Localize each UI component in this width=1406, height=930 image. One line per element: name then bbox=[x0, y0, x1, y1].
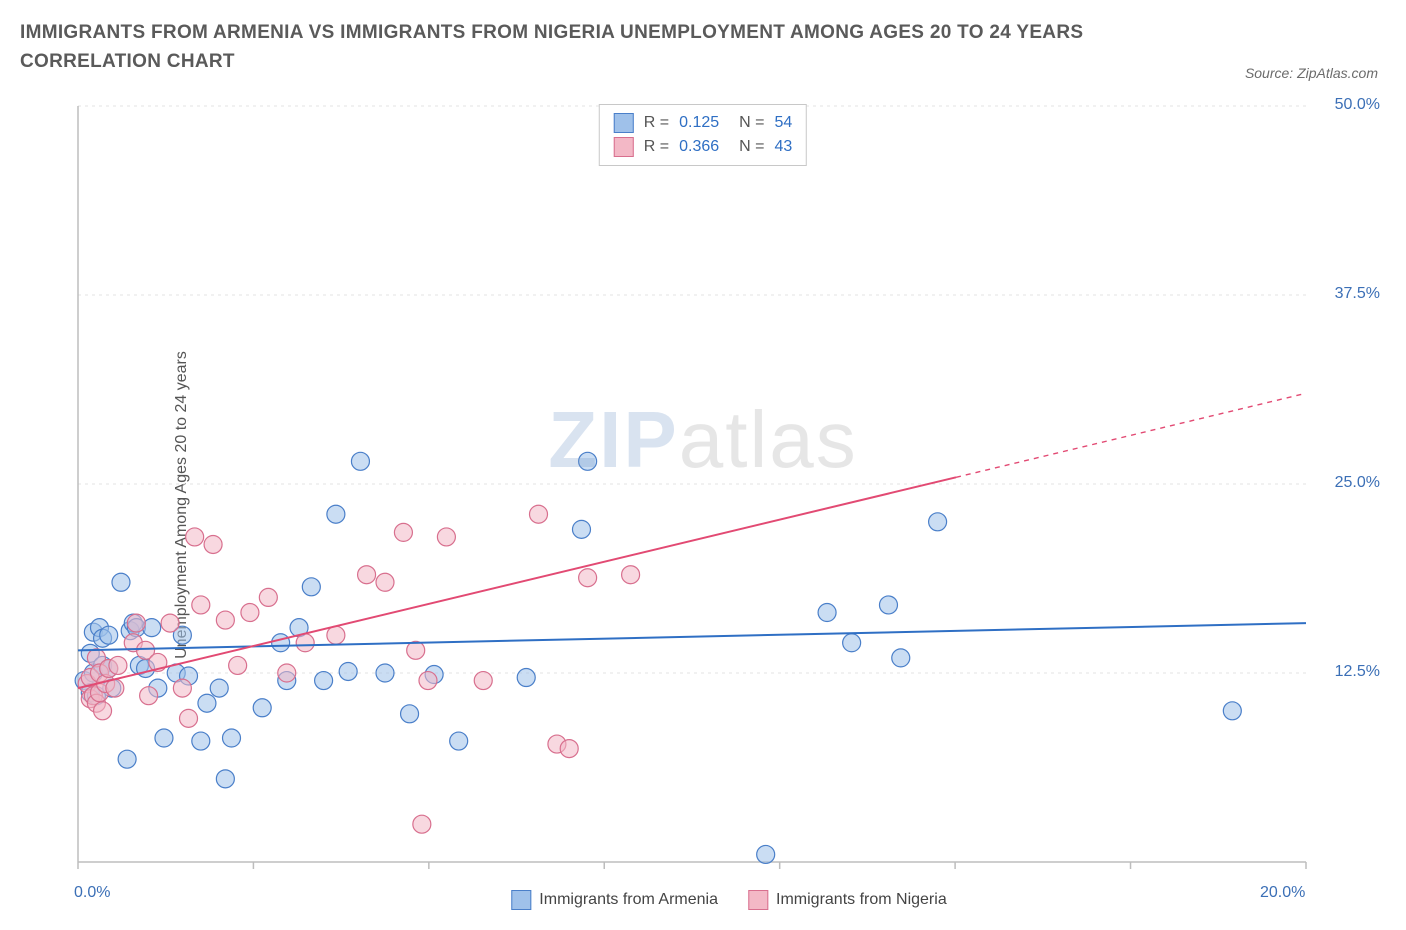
data-point bbox=[413, 815, 431, 833]
legend-r-label: R = bbox=[644, 135, 669, 159]
data-point bbox=[327, 505, 345, 523]
data-point bbox=[278, 664, 296, 682]
data-point bbox=[216, 611, 234, 629]
x-axis: Immigrants from Armenia Immigrants from N… bbox=[72, 872, 1386, 910]
data-point bbox=[127, 614, 145, 632]
source-attribution: Source: ZipAtlas.com bbox=[1245, 65, 1378, 81]
data-point bbox=[192, 732, 210, 750]
legend-r-value: 0.125 bbox=[679, 111, 729, 135]
data-point bbox=[1223, 702, 1241, 720]
data-point bbox=[106, 679, 124, 697]
data-point bbox=[118, 750, 136, 768]
scatter-plot bbox=[72, 100, 1386, 870]
legend-n-label: N = bbox=[739, 135, 764, 159]
legend-n-value: 54 bbox=[774, 111, 792, 135]
legend-row: R = 0.366 N = 43 bbox=[614, 135, 792, 159]
data-point bbox=[173, 679, 191, 697]
data-point bbox=[302, 578, 320, 596]
data-point bbox=[327, 626, 345, 644]
data-point bbox=[376, 573, 394, 591]
data-point bbox=[579, 452, 597, 470]
data-point bbox=[376, 664, 394, 682]
data-point bbox=[315, 672, 333, 690]
correlation-legend: R = 0.125 N = 54 R = 0.366 N = 43 bbox=[599, 104, 807, 166]
y-tick-label: 25.0% bbox=[1335, 474, 1380, 492]
legend-n-value: 43 bbox=[774, 135, 792, 159]
data-point bbox=[161, 614, 179, 632]
data-point bbox=[140, 687, 158, 705]
data-point bbox=[843, 634, 861, 652]
chart-area: Unemployment Among Ages 20 to 24 years Z… bbox=[20, 100, 1386, 910]
data-point bbox=[100, 626, 118, 644]
data-point bbox=[530, 505, 548, 523]
y-tick-label: 12.5% bbox=[1335, 663, 1380, 681]
chart-title: IMMIGRANTS FROM ARMENIA VS IMMIGRANTS FR… bbox=[20, 18, 1120, 77]
x-tick-label: 0.0% bbox=[74, 884, 110, 910]
legend-swatch bbox=[614, 137, 634, 157]
data-point bbox=[180, 709, 198, 727]
data-point bbox=[112, 573, 130, 591]
legend-r-value: 0.366 bbox=[679, 135, 729, 159]
data-point bbox=[229, 656, 247, 674]
legend-r-label: R = bbox=[644, 111, 669, 135]
data-point bbox=[94, 702, 112, 720]
legend-label: Immigrants from Armenia bbox=[539, 891, 718, 909]
data-point bbox=[437, 528, 455, 546]
legend-row: R = 0.125 N = 54 bbox=[614, 111, 792, 135]
legend-swatch bbox=[614, 113, 634, 133]
data-point bbox=[210, 679, 228, 697]
legend-item: Immigrants from Nigeria bbox=[748, 890, 947, 910]
data-point bbox=[241, 604, 259, 622]
data-point bbox=[407, 641, 425, 659]
data-point bbox=[560, 740, 578, 758]
trend-line bbox=[78, 623, 1306, 650]
data-point bbox=[339, 662, 357, 680]
y-tick-label: 37.5% bbox=[1335, 285, 1380, 303]
data-point bbox=[223, 729, 241, 747]
data-point bbox=[296, 634, 314, 652]
data-point bbox=[192, 596, 210, 614]
legend-item: Immigrants from Armenia bbox=[511, 890, 718, 910]
y-tick-label: 50.0% bbox=[1335, 96, 1380, 114]
data-point bbox=[892, 649, 910, 667]
data-point bbox=[253, 699, 271, 717]
data-point bbox=[622, 566, 640, 584]
data-point bbox=[351, 452, 369, 470]
data-point bbox=[419, 672, 437, 690]
data-point bbox=[579, 569, 597, 587]
trend-line-extrapolation bbox=[956, 393, 1306, 477]
data-point bbox=[259, 588, 277, 606]
data-point bbox=[572, 520, 590, 538]
data-point bbox=[186, 528, 204, 546]
data-point bbox=[155, 729, 173, 747]
data-point bbox=[198, 694, 216, 712]
data-point bbox=[474, 672, 492, 690]
data-point bbox=[517, 669, 535, 687]
data-point bbox=[757, 845, 775, 863]
legend-swatch bbox=[748, 890, 768, 910]
data-point bbox=[394, 523, 412, 541]
trend-line bbox=[78, 477, 956, 688]
data-point bbox=[818, 604, 836, 622]
series-legend: Immigrants from Armenia Immigrants from N… bbox=[511, 890, 946, 910]
data-point bbox=[450, 732, 468, 750]
legend-swatch bbox=[511, 890, 531, 910]
data-point bbox=[216, 770, 234, 788]
data-point bbox=[204, 535, 222, 553]
legend-label: Immigrants from Nigeria bbox=[776, 891, 947, 909]
x-tick-label: 20.0% bbox=[1260, 884, 1305, 910]
data-point bbox=[358, 566, 376, 584]
data-point bbox=[879, 596, 897, 614]
data-point bbox=[929, 513, 947, 531]
data-point bbox=[109, 656, 127, 674]
data-point bbox=[272, 634, 290, 652]
data-point bbox=[401, 705, 419, 723]
legend-n-label: N = bbox=[739, 111, 764, 135]
